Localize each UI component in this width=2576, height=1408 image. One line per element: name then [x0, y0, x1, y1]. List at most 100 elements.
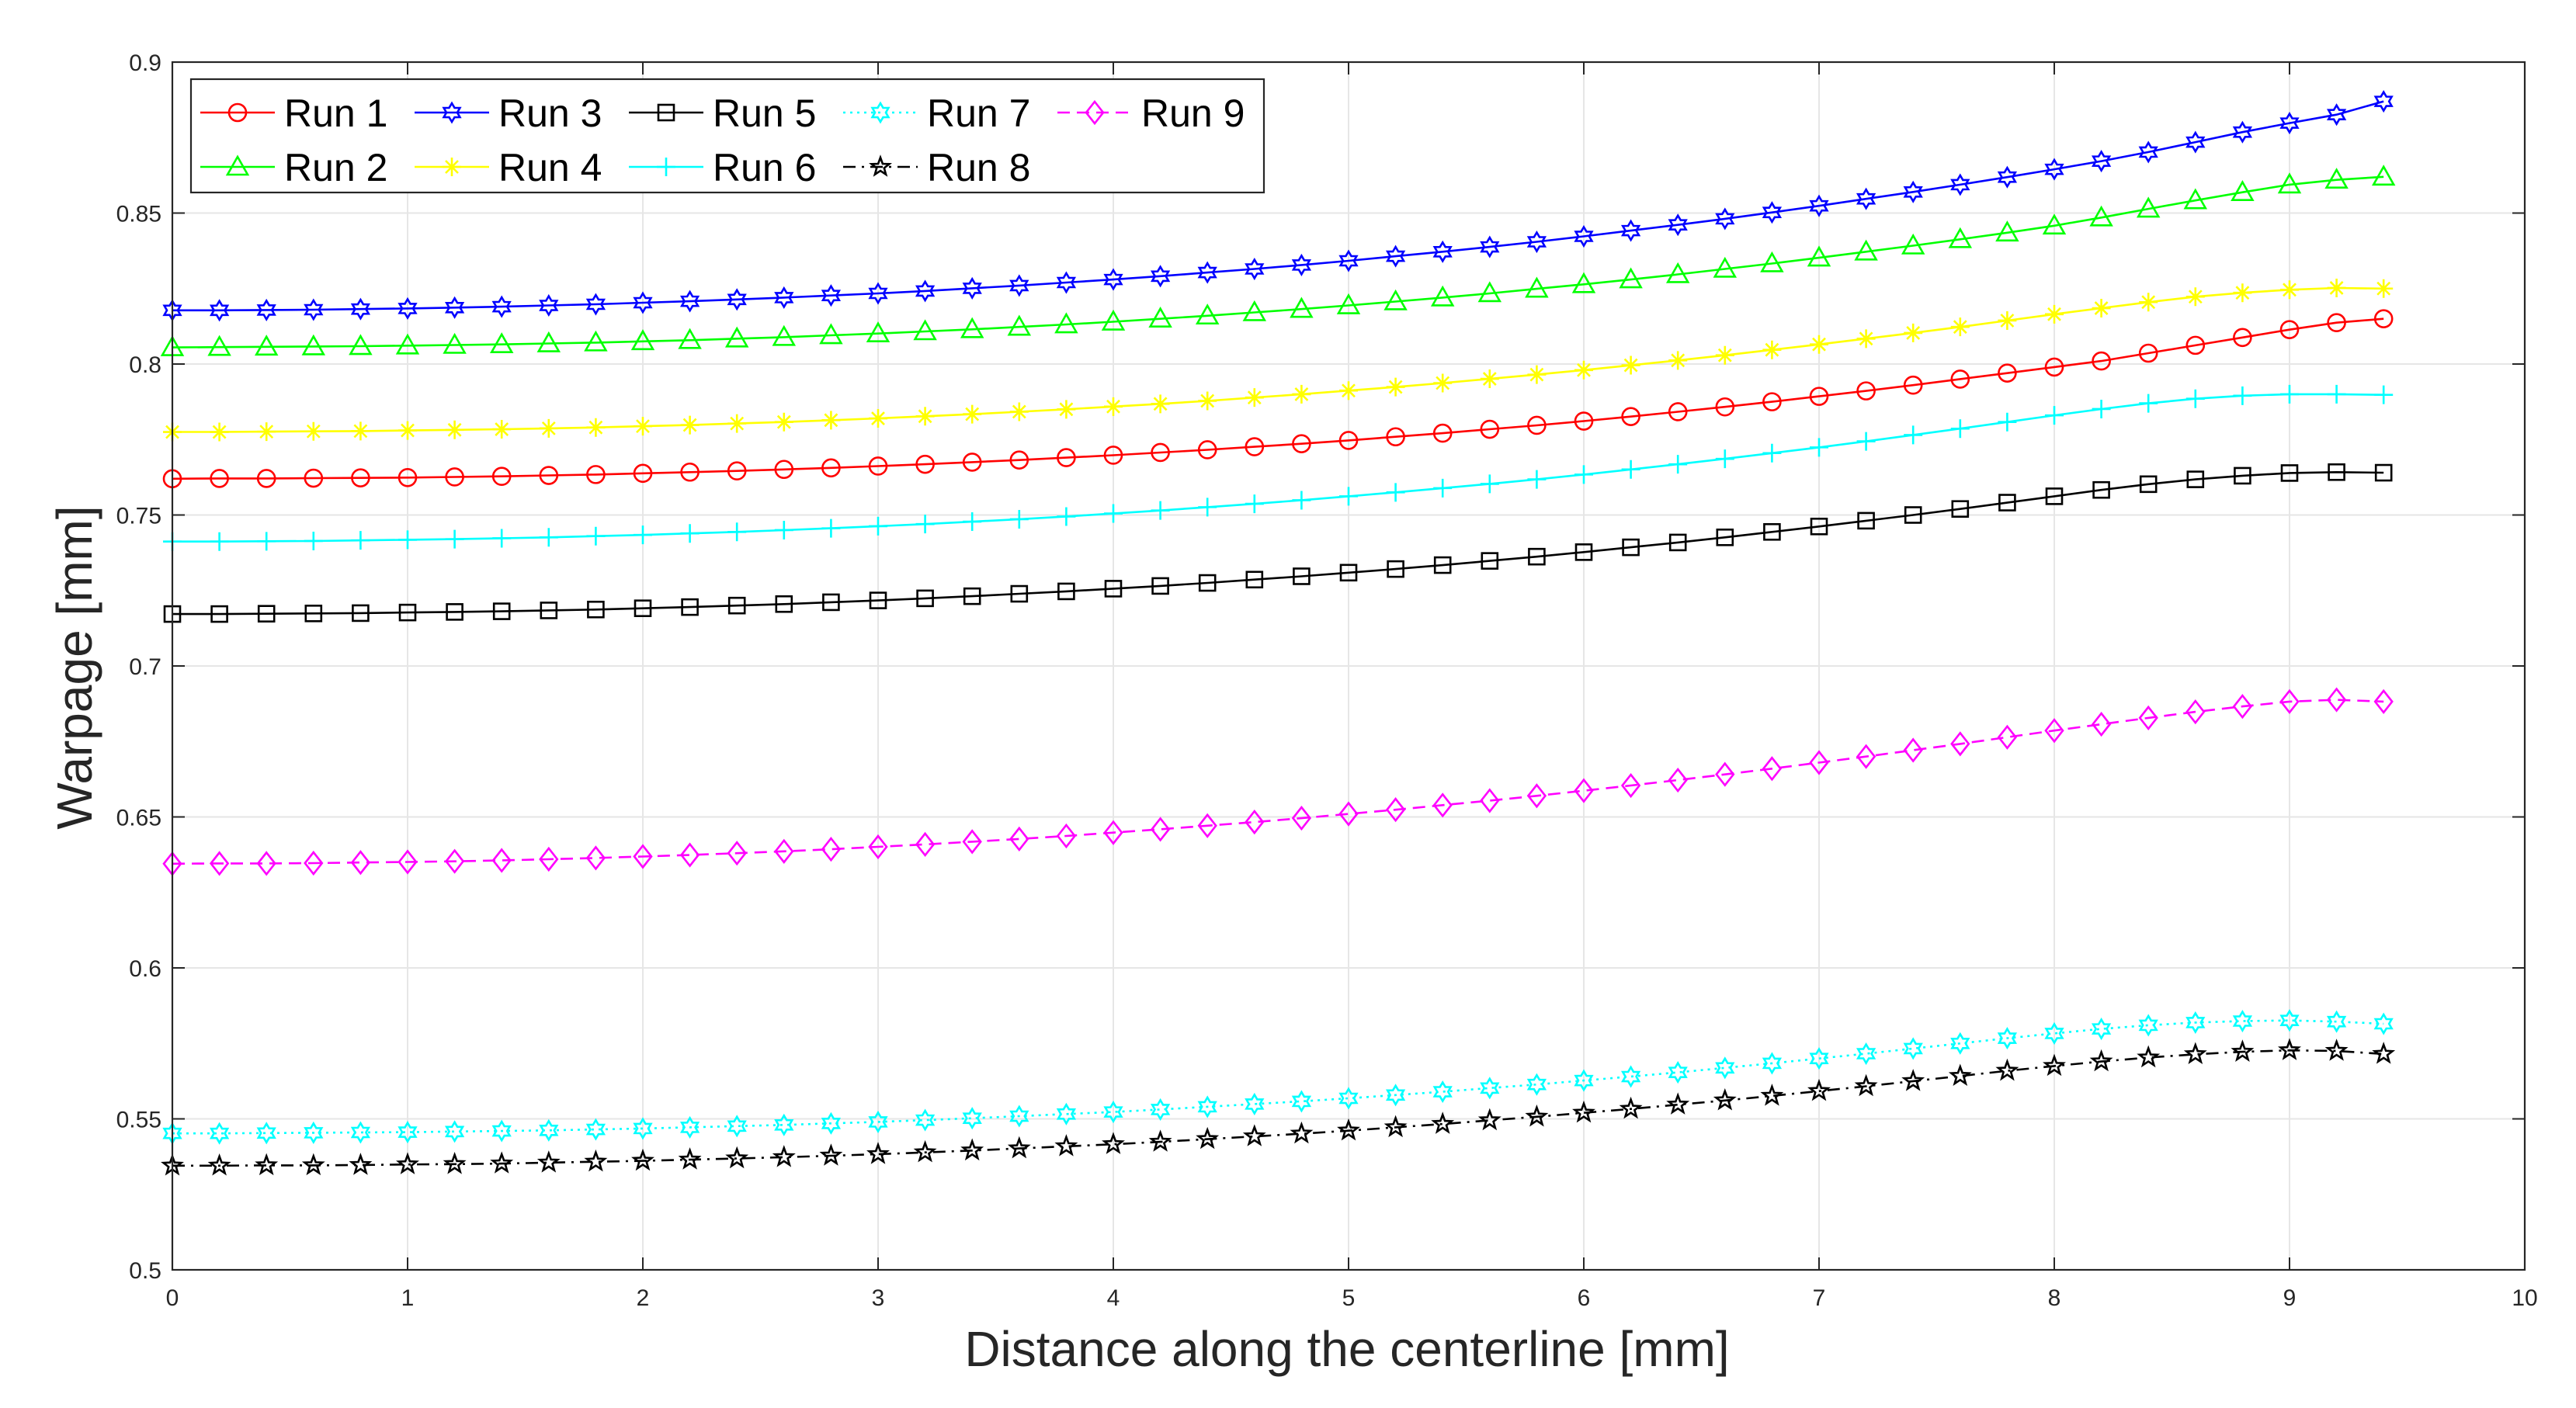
data-marker — [1151, 577, 1169, 595]
data-marker — [1762, 392, 1782, 411]
data-marker — [1480, 474, 1499, 494]
data-marker — [1009, 826, 1029, 852]
data-marker — [2371, 165, 2396, 186]
data-marker — [2277, 172, 2302, 194]
data-marker — [491, 466, 512, 487]
data-marker — [585, 293, 606, 316]
data-marker — [1480, 1077, 1500, 1100]
data-marker — [1197, 1095, 1217, 1118]
data-marker — [2139, 394, 2158, 413]
data-marker — [1526, 230, 1547, 254]
series-run-1 — [162, 309, 2394, 489]
data-marker — [2138, 343, 2158, 363]
data-marker — [1431, 1111, 1455, 1134]
data-marker — [584, 1149, 608, 1172]
data-marker — [1245, 388, 1264, 407]
x-tick-label: 0 — [166, 1285, 179, 1311]
y-tick-label: 0.7 — [129, 654, 161, 680]
data-marker — [1432, 423, 1453, 443]
data-marker — [536, 1150, 561, 1173]
data-marker — [1103, 268, 1123, 291]
data-marker — [633, 291, 653, 314]
data-marker — [1998, 310, 2017, 330]
data-marker — [1856, 1042, 1876, 1066]
data-marker — [1338, 249, 1359, 272]
data-marker — [962, 1107, 982, 1130]
y-tick-label: 0.9 — [129, 50, 161, 76]
data-marker — [1481, 552, 1499, 570]
data-marker — [1997, 724, 2018, 750]
data-marker — [1995, 1058, 2019, 1081]
data-marker — [256, 1122, 276, 1145]
data-marker — [2183, 188, 2208, 210]
x-tick-label: 7 — [1813, 1285, 1826, 1311]
x-tick-label: 4 — [1107, 1285, 1120, 1311]
data-marker — [489, 332, 514, 354]
data-marker — [633, 844, 653, 869]
legend-label: Run 9 — [1141, 92, 1245, 135]
data-marker — [1433, 478, 1453, 498]
series-run-4 — [163, 278, 2394, 442]
data-marker — [1007, 314, 1032, 336]
series-line — [172, 1019, 2384, 1135]
data-marker — [2233, 386, 2252, 405]
data-marker — [1101, 309, 1126, 331]
data-marker — [1762, 443, 1782, 463]
data-marker — [868, 834, 888, 860]
data-marker — [1056, 1102, 1077, 1125]
data-marker — [1574, 411, 1594, 431]
data-marker — [1197, 813, 1217, 838]
data-marker — [1338, 801, 1359, 827]
data-marker — [681, 598, 699, 616]
data-marker — [772, 1145, 796, 1167]
data-marker — [254, 335, 279, 356]
data-marker — [1057, 507, 1076, 526]
data-marker — [2138, 705, 2158, 731]
data-marker — [1715, 397, 1735, 417]
data-marker — [210, 605, 228, 623]
data-marker — [727, 522, 747, 542]
data-marker — [866, 1142, 890, 1164]
data-marker — [1950, 173, 1970, 196]
data-marker — [540, 602, 558, 619]
data-marker — [2232, 1009, 2253, 1033]
data-marker — [1245, 810, 1265, 835]
data-marker — [2278, 1038, 2301, 1060]
data-marker — [1104, 504, 1123, 523]
data-marker — [1292, 491, 1311, 510]
data-marker — [225, 154, 250, 176]
data-marker — [2092, 351, 2111, 371]
data-marker — [445, 420, 464, 439]
data-marker — [1856, 329, 1876, 349]
data-marker — [396, 1152, 419, 1174]
legend: Run 1 Run 2 Run 3 Run 4 Run 5 Run 6 Run 7 Run 8… — [189, 78, 1265, 194]
data-marker — [1527, 415, 1547, 435]
data-marker — [210, 532, 229, 551]
data-marker — [1197, 261, 1217, 284]
data-marker — [2279, 688, 2300, 715]
data-marker — [915, 407, 935, 426]
data-marker — [444, 848, 465, 874]
data-marker — [1009, 274, 1029, 297]
data-marker — [1760, 251, 1784, 272]
data-marker — [1057, 448, 1076, 467]
data-marker — [1950, 731, 1970, 757]
data-marker — [304, 531, 323, 550]
data-marker — [869, 591, 887, 609]
series-run-9 — [162, 687, 2394, 876]
data-marker — [1856, 187, 1876, 210]
data-marker — [1854, 1073, 1878, 1097]
data-marker — [1056, 271, 1077, 294]
data-marker — [634, 525, 652, 545]
x-tick-label: 9 — [2283, 1285, 2297, 1311]
data-marker — [1010, 584, 1029, 603]
data-marker — [1242, 1124, 1266, 1146]
data-marker — [350, 850, 371, 876]
data-marker — [351, 468, 370, 487]
data-marker — [1291, 805, 1312, 831]
data-marker — [1716, 528, 1734, 546]
data-marker — [1668, 1061, 1688, 1084]
data-marker — [680, 524, 700, 543]
data-marker — [1432, 240, 1453, 263]
